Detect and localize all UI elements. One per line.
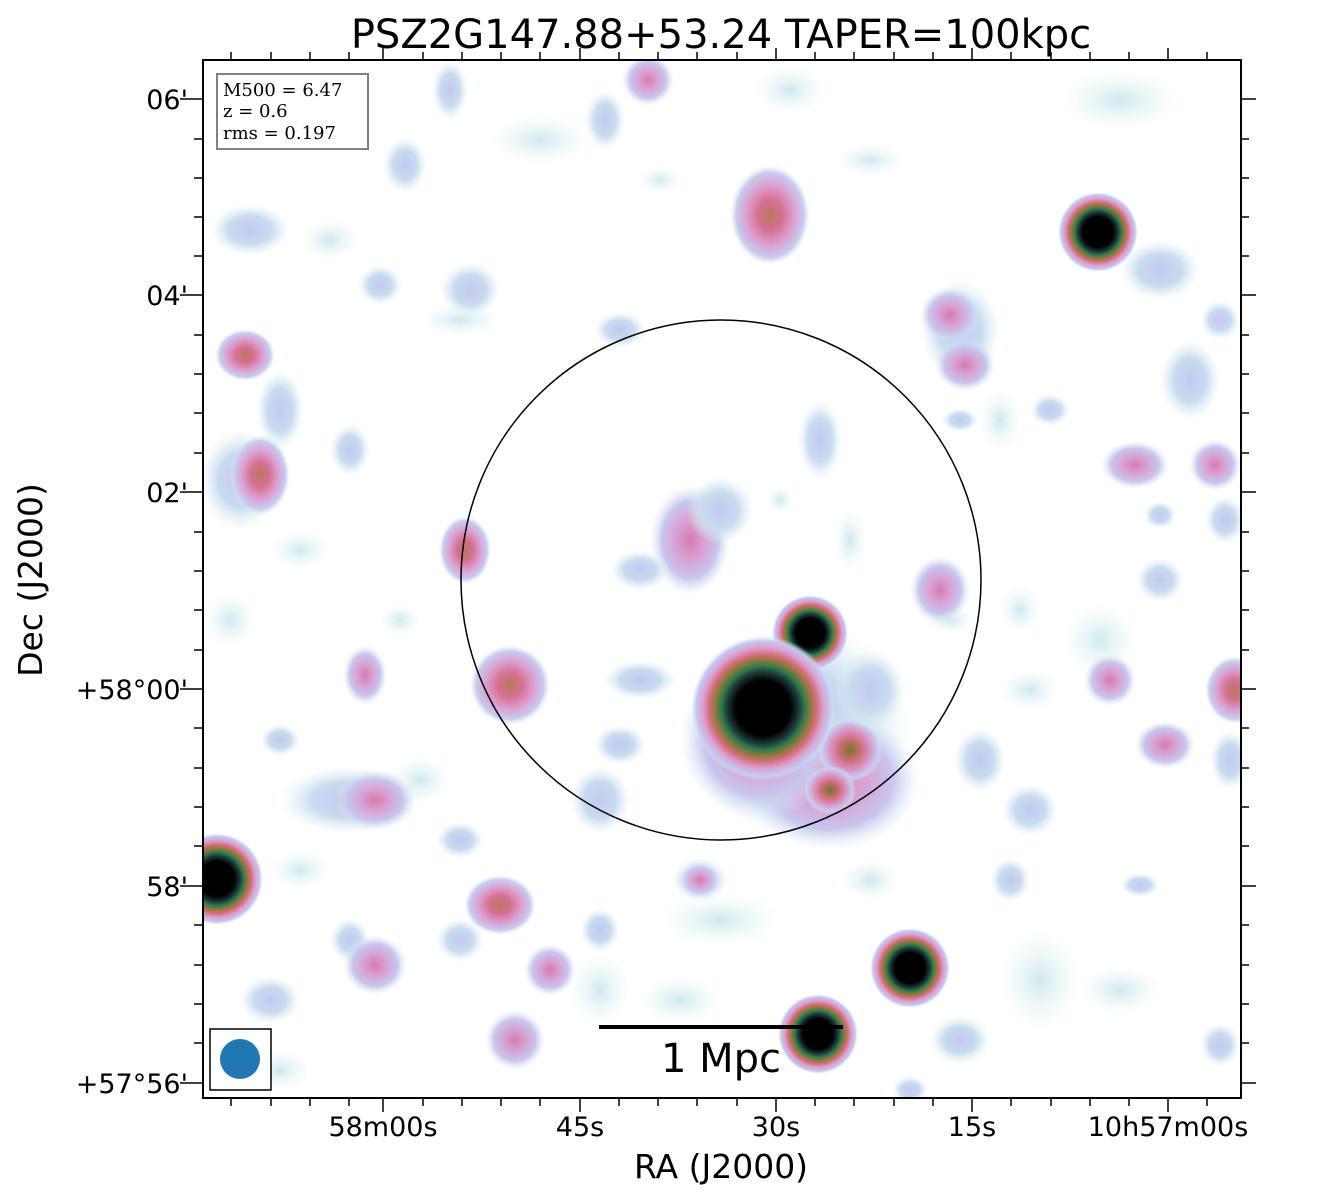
info-box: M500 = 6.47 z = 0.6 rms = 0.197: [216, 73, 369, 150]
y-tick-label: +58°00': [76, 675, 188, 706]
y-axis-title: Dec (J2000): [11, 483, 50, 677]
y-tick-label: 04': [146, 281, 188, 312]
scale-bar-label: 1 Mpc: [661, 1036, 781, 1082]
figure-title: PSZ2G147.88+53.24 TAPER=100kpc: [351, 12, 1091, 58]
x-tick-label: 58m00s: [328, 1112, 437, 1143]
y-tick-label: +57°56': [76, 1069, 188, 1100]
info-rms: rms = 0.197: [223, 123, 336, 144]
x-tick-label: 15s: [948, 1112, 996, 1143]
y-tick-label: 02': [146, 478, 188, 509]
x-tick-label: 45s: [556, 1112, 604, 1143]
r500-circle: [460, 319, 982, 841]
plot-frame: [202, 59, 1242, 1099]
emission-map: [203, 60, 1241, 1098]
y-tick-labels: 06' 04' 02' +58°00' 58' +57°56': [76, 85, 188, 1100]
info-mass: M500 = 6.47: [223, 80, 342, 101]
beam-indicator: [209, 1028, 272, 1091]
info-box-border: [216, 73, 369, 150]
y-tick-label: 06': [146, 85, 188, 116]
x-axis-title: RA (J2000): [634, 1147, 808, 1186]
x-tick-label: 30s: [752, 1112, 800, 1143]
scale-bar: 1 Mpc: [599, 1025, 843, 1082]
x-tick-labels: 58m00s 45s 30s 15s 10h57m00s: [328, 1112, 1248, 1143]
beam-ellipse: [220, 1039, 260, 1079]
axis-ticks: [180, 48, 1256, 1112]
info-redshift: z = 0.6: [223, 101, 288, 122]
y-tick-label: 58': [146, 872, 188, 903]
x-tick-label: 10h57m00s: [1088, 1112, 1249, 1143]
